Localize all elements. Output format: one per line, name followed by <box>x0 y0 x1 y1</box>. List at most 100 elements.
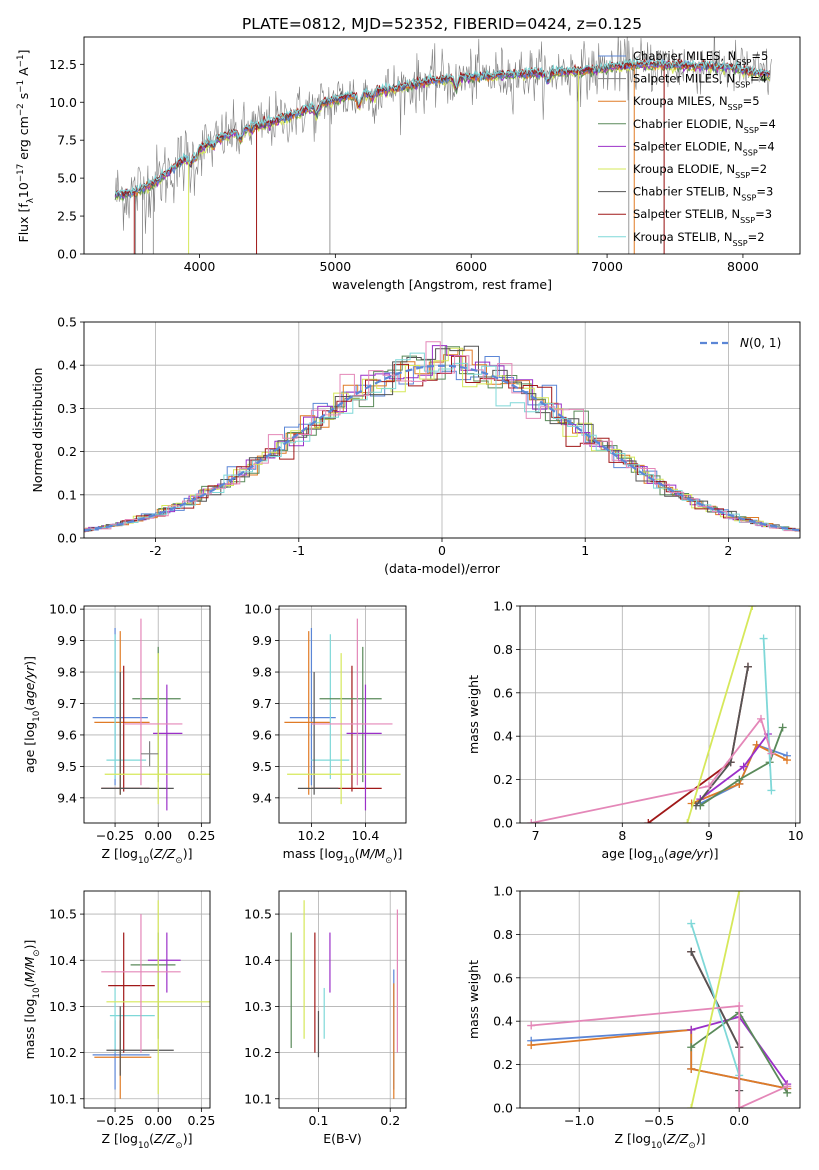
plot-area-age-vs-mass <box>284 618 401 811</box>
y-tick-label: 0.2 <box>57 444 77 459</box>
legend-label: Kroupa STELIB, NSSP=2 <box>633 230 765 248</box>
weight-marker <box>735 1104 744 1108</box>
weight-marker <box>704 782 713 791</box>
y-tick-label: 9.4 <box>252 790 272 805</box>
legend-label: N(0, 1) <box>740 336 781 350</box>
axes-frame <box>83 890 211 1109</box>
weight-marker <box>683 819 692 823</box>
weight-marker <box>644 819 653 823</box>
gaussian-curve <box>84 364 800 532</box>
legend-label: Salpeter ELODIE, NSSP=4 <box>633 139 775 157</box>
y-tick-label: 9.8 <box>57 665 77 680</box>
weight-marker <box>527 1021 536 1030</box>
weight-marker <box>735 775 744 784</box>
chart-mass-vs-EBV: 0.1 0.2 10.1 10.2 10.3 10.4 10.5 E(B-V) <box>244 890 407 1146</box>
y-tick-label: 10.5 <box>244 907 272 922</box>
plot-area-weight-vs-age <box>527 606 791 823</box>
axes-frame <box>83 36 801 255</box>
residual-histogram <box>84 341 800 532</box>
plot-area-mass-vs-Z <box>92 900 210 1099</box>
y-tick-label: 0.0 <box>57 531 77 546</box>
y-tick-label: 10.4 <box>244 953 272 968</box>
x-tick-label: 0.00 <box>144 1113 172 1128</box>
y-tick-label: 9.7 <box>57 696 77 711</box>
x-axis-label: Z [log10(Z/Z⊙)] <box>615 1131 706 1151</box>
x-tick-label: 8000 <box>727 259 759 274</box>
y-tick-label: 9.8 <box>252 665 272 680</box>
weight-marker <box>735 1002 744 1011</box>
weight-marker <box>687 1025 696 1034</box>
x-tick-label: 8 <box>618 828 626 843</box>
weight-line <box>531 716 773 823</box>
x-tick-label: 7 <box>532 828 540 843</box>
x-axis-label: (data-model)/error <box>384 561 501 576</box>
weight-marker <box>778 723 787 732</box>
legend-label: Salpeter STELIB, NSSP=3 <box>633 207 772 225</box>
x-tick-label: 5000 <box>319 259 351 274</box>
y-tick-label: 0.8 <box>493 642 513 657</box>
x-tick-label: 0.25 <box>187 1113 215 1128</box>
y-tick-label: 0.0 <box>57 247 77 262</box>
x-tick-label: 0.25 <box>187 828 215 843</box>
x-tick-label: −0.25 <box>96 1113 134 1128</box>
plot-area-spectrum <box>114 37 772 254</box>
weight-marker <box>687 1064 696 1073</box>
spectrum-model-line <box>114 58 771 197</box>
y-tick-label: 0.8 <box>493 927 513 942</box>
x-tick-label: 0 <box>438 543 446 558</box>
y-tick-label: 10.1 <box>244 1091 272 1106</box>
y-axis-label: age [log10(age/yr)] <box>22 656 42 773</box>
y-tick-label: 10.4 <box>49 953 77 968</box>
weight-line <box>690 891 741 1108</box>
axes-frame <box>83 605 211 824</box>
x-tick-label: 9 <box>705 828 713 843</box>
spectrum-legend: Chabrier MILES, NSSP=5 Salpeter MILES, NS… <box>598 49 776 247</box>
x-tick-label: -1 <box>293 543 305 558</box>
weight-line <box>686 606 754 823</box>
y-tick-label: 12.5 <box>49 57 77 72</box>
y-tick-label: 0.4 <box>493 729 513 744</box>
y-tick-label: 0.4 <box>57 358 77 373</box>
figure-title: PLATE=0812, MJD=52352, FIBERID=0424, z=0… <box>242 15 642 33</box>
y-axis-label: mass weight <box>466 960 481 1039</box>
x-tick-label: 10.4 <box>352 828 380 843</box>
y-tick-label: 10.0 <box>244 602 272 617</box>
x-axis-label: Z [log10(Z/Z⊙)] <box>102 846 193 866</box>
y-tick-label: 9.9 <box>252 633 272 648</box>
y-tick-label: 10.2 <box>244 1045 272 1060</box>
axes-frame <box>278 890 407 1109</box>
legend-label: Chabrier ELODIE, NSSP=4 <box>633 117 776 135</box>
weight-marker <box>687 919 696 928</box>
chart-age-vs-mass: 10.2 10.4 9.4 9.5 9.6 9.7 9.8 9.9 10.0 mass [log1… <box>244 602 407 866</box>
plot-area-mass-vs-EBV <box>290 900 398 1099</box>
x-tick-label: 10.2 <box>298 828 326 843</box>
axes-frame <box>519 605 801 824</box>
y-axis-label: Normed distribution <box>30 368 45 493</box>
x-tick-label: -2 <box>149 543 161 558</box>
weight-line <box>699 727 784 807</box>
weight-marker <box>735 891 744 895</box>
y-axis-label: mass [log10(M/M⊙)] <box>22 940 42 1060</box>
weight-marker <box>759 634 768 643</box>
x-tick-label: 4000 <box>184 259 216 274</box>
x-tick-label: 6000 <box>455 259 487 274</box>
x-tick-label: −1.0 <box>564 1113 594 1128</box>
x-tick-label: 0.00 <box>144 828 172 843</box>
y-tick-label: 10.1 <box>49 1091 77 1106</box>
x-axis-label: wavelength [Angstrom, rest frame] <box>332 277 552 292</box>
weight-marker <box>767 749 776 758</box>
weight-marker <box>783 1082 792 1091</box>
chart-weight-vs-age: 7 8 9 10 0.0 0.2 0.4 0.6 0.8 1.0 age [log10(age/yr… <box>466 599 804 867</box>
x-tick-label: 0.1 <box>309 1113 329 1128</box>
y-tick-label: 9.6 <box>57 727 77 742</box>
y-tick-label: 1.0 <box>493 884 513 899</box>
x-axis-label: E(B-V) <box>323 1131 362 1146</box>
legend-label: Chabrier MILES, NSSP=5 <box>633 49 768 67</box>
axes-frame <box>519 890 801 1109</box>
chart-weight-vs-Z: −1.0 −0.5 0.0 0.0 0.2 0.4 0.6 0.8 1.0 Z [log10(Z/… <box>466 884 801 1151</box>
y-tick-label: 10.5 <box>49 907 77 922</box>
y-tick-label: 10.2 <box>49 1045 77 1060</box>
x-tick-label: 0.0 <box>729 1113 749 1128</box>
weight-marker <box>767 786 776 795</box>
y-tick-label: 9.5 <box>252 759 272 774</box>
